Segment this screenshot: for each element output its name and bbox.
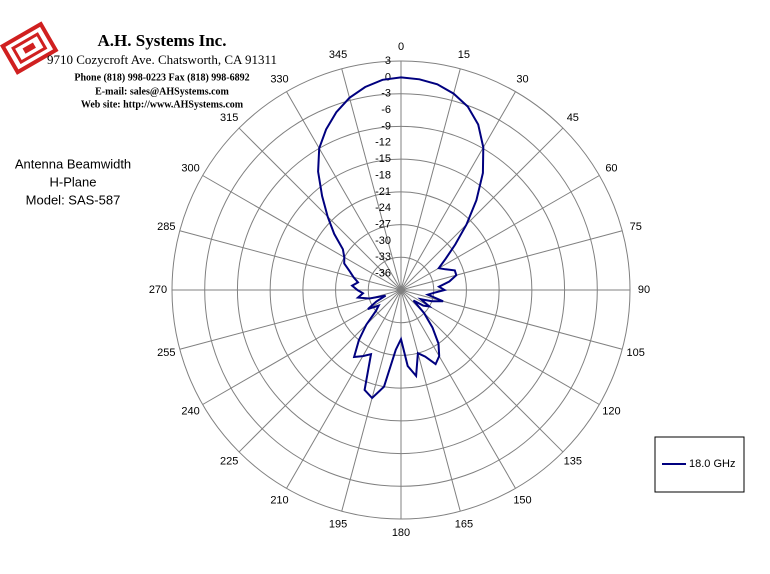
r-tick-label: -33 [375,251,391,263]
r-tick-label: -24 [375,202,391,214]
spoke [238,289,402,453]
angle-label: 240 [181,405,199,417]
company: A.H. Systems Inc. [98,31,227,50]
angle-label: 270 [149,284,167,296]
spoke [400,289,564,453]
spoke [179,289,402,350]
spoke [400,127,564,291]
angle-label: 165 [455,519,473,531]
spoke [400,289,623,350]
angle-label: 150 [513,494,531,506]
r-tick-label: -6 [381,104,391,116]
spoke [238,127,402,291]
chart-title: Antenna Beamwidth [15,156,131,171]
chart-title: H-Plane [50,174,97,189]
spoke [400,91,516,291]
r-tick-label: -3 [381,88,391,100]
spoke [202,175,402,291]
r-tick-label: -12 [375,137,391,149]
website: Web site: http://www.AHSystems.com [81,99,244,110]
r-tick-label: -9 [381,120,391,132]
spoke [400,289,516,489]
angle-label: 60 [605,162,617,174]
r-tick-label: -36 [375,268,391,280]
series-line [317,76,485,400]
legend-label: 18.0 GHz [689,458,735,470]
angle-label: 0 [398,41,404,53]
r-tick-label: -18 [375,169,391,181]
angle-label: 210 [270,494,288,506]
r-tick-label: -30 [375,235,391,247]
angle-label: 120 [602,405,620,417]
angle-label: 315 [220,112,238,124]
email: E-mail: sales@AHSystems.com [95,86,229,97]
spoke [341,289,402,512]
angle-label: 195 [329,519,347,531]
spoke [400,68,461,291]
spoke [400,289,461,512]
spoke [179,230,402,291]
angle-label: 255 [157,347,175,359]
angle-label: 90 [638,284,650,296]
angle-label: 330 [270,73,288,85]
angle-label: 225 [220,456,238,468]
spoke [400,289,600,405]
logo [0,21,59,75]
r-tick-label: 0 [385,71,391,83]
r-tick-label: -21 [375,186,391,198]
spoke [341,68,402,291]
address: 9710 Cozycroft Ave. Chatsworth, CA 91311 [47,52,277,67]
angle-label: 345 [329,49,347,61]
r-tick-label: -27 [375,218,391,230]
spoke [400,175,600,291]
r-tick-label: 3 [385,55,391,67]
phone: Phone (818) 998-0223 Fax (818) 998-6892 [74,72,249,83]
angle-label: 285 [157,221,175,233]
angle-label: 105 [627,347,645,359]
angle-label: 30 [516,73,528,85]
r-tick-label: -15 [375,153,391,165]
spoke [400,230,623,291]
chart-title: Model: SAS-587 [26,192,121,207]
angle-label: 300 [181,162,199,174]
angle-label: 180 [392,527,410,539]
spoke [286,289,402,489]
spoke [286,91,402,291]
angle-label: 15 [458,49,470,61]
angle-label: 45 [567,112,579,124]
angle-label: 75 [630,221,642,233]
angle-label: 135 [564,456,582,468]
